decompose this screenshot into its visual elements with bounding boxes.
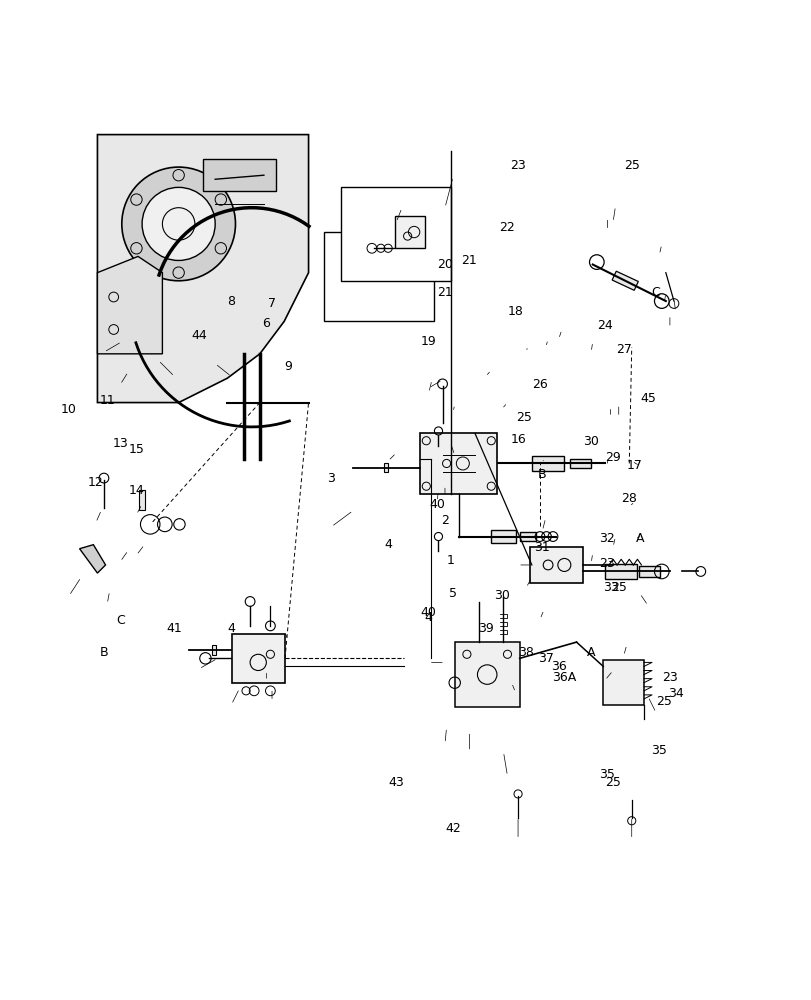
Text: 9: 9 [284, 360, 292, 373]
Text: 42: 42 [444, 822, 461, 835]
Text: 27: 27 [615, 343, 631, 356]
Text: 1: 1 [446, 554, 454, 567]
Bar [611, 271, 637, 290]
Text: A: A [586, 646, 594, 659]
Text: 23: 23 [509, 159, 526, 172]
Bar [639, 566, 659, 577]
Text: 21: 21 [461, 254, 477, 267]
Bar [569, 459, 590, 468]
Text: 40: 40 [420, 606, 436, 619]
Bar [211, 645, 216, 655]
Circle shape [142, 187, 215, 260]
Text: 25: 25 [515, 411, 531, 424]
Bar [203, 159, 276, 191]
Text: 16: 16 [509, 433, 526, 446]
Circle shape [122, 167, 235, 281]
Text: 2: 2 [440, 514, 448, 527]
Polygon shape [97, 256, 162, 354]
Bar [139, 490, 145, 510]
Text: 12: 12 [88, 476, 104, 489]
Text: 4: 4 [384, 538, 392, 551]
Bar [531, 456, 564, 471]
Bar [491, 530, 515, 543]
Text: 5: 5 [448, 587, 457, 600]
Text: 23: 23 [599, 557, 615, 570]
FancyBboxPatch shape [341, 187, 450, 281]
Text: 3: 3 [327, 472, 335, 485]
Text: 41: 41 [166, 622, 182, 635]
Text: 14: 14 [128, 484, 144, 497]
Text: 30: 30 [582, 435, 599, 448]
Text: C: C [651, 286, 659, 299]
Text: 43: 43 [388, 776, 404, 789]
Text: 15: 15 [128, 443, 144, 456]
Text: 11: 11 [99, 394, 115, 407]
Text: 32: 32 [599, 532, 615, 545]
Bar [324, 232, 433, 321]
Text: 37: 37 [537, 652, 553, 665]
Text: 39: 39 [477, 622, 493, 635]
Text: 29: 29 [604, 451, 620, 464]
Text: 28: 28 [620, 492, 637, 505]
Text: 35: 35 [599, 768, 615, 781]
Text: 20: 20 [436, 258, 453, 271]
Polygon shape [79, 545, 105, 573]
Text: 6: 6 [262, 317, 270, 330]
Text: 30: 30 [493, 589, 509, 602]
Text: 26: 26 [531, 378, 547, 391]
Text: 33: 33 [602, 581, 618, 594]
Text: 31: 31 [534, 541, 550, 554]
Text: B: B [538, 468, 546, 481]
Text: 25: 25 [623, 159, 639, 172]
Text: A: A [635, 532, 643, 545]
Text: 25: 25 [655, 695, 672, 708]
Text: 45: 45 [639, 392, 655, 405]
Text: 4: 4 [227, 622, 235, 635]
Bar [231, 634, 284, 683]
Bar [604, 564, 637, 579]
Bar [519, 532, 535, 541]
Bar [530, 547, 582, 583]
Text: 10: 10 [61, 403, 77, 416]
Text: 38: 38 [517, 646, 534, 659]
Text: 4: 4 [424, 611, 432, 624]
Text: B: B [100, 646, 108, 659]
Text: 24: 24 [596, 319, 612, 332]
Polygon shape [97, 135, 308, 403]
Text: 19: 19 [420, 335, 436, 348]
Text: 36A: 36A [551, 671, 576, 684]
Bar [420, 433, 496, 494]
Bar [383, 463, 387, 472]
Text: 7: 7 [268, 297, 276, 310]
Text: 23: 23 [661, 671, 677, 684]
Text: 22: 22 [499, 221, 515, 234]
Text: 25: 25 [604, 776, 620, 789]
Text: C: C [116, 614, 124, 627]
Text: 35: 35 [650, 744, 667, 757]
Text: 21: 21 [436, 286, 453, 299]
Text: 8: 8 [227, 295, 235, 308]
Text: 17: 17 [626, 459, 642, 472]
Text: 25: 25 [610, 581, 626, 594]
Text: 40: 40 [428, 498, 444, 511]
Text: 18: 18 [507, 305, 523, 318]
Polygon shape [454, 642, 519, 707]
Bar [603, 660, 643, 705]
Text: 13: 13 [112, 437, 128, 450]
Text: 44: 44 [191, 329, 207, 342]
Text: 36: 36 [550, 660, 566, 673]
Text: 34: 34 [667, 687, 683, 700]
Bar [394, 216, 425, 248]
